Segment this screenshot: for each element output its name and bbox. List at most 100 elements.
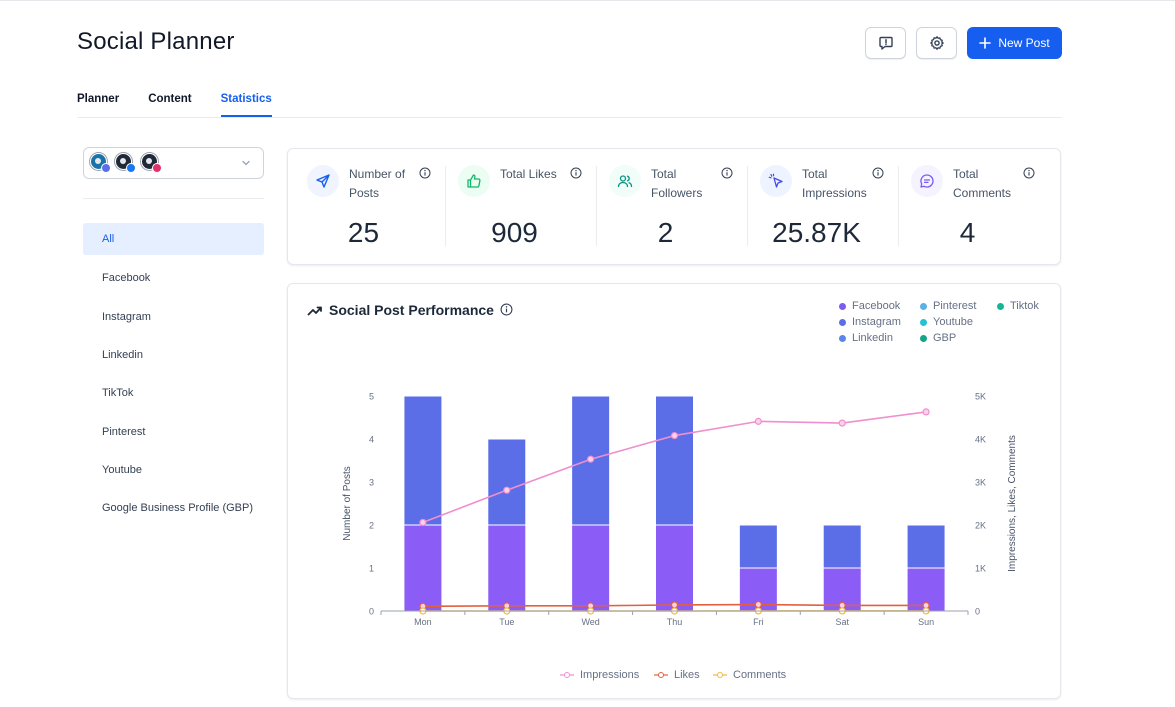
stat-impressions: Total Impressions 25.87K: [741, 149, 892, 266]
y-tick-label: 2: [369, 521, 374, 531]
point-impressions: [670, 431, 679, 440]
y-tick-label: 3: [369, 478, 374, 488]
new-post-button[interactable]: New Post: [967, 27, 1062, 59]
point-impressions: [754, 417, 762, 425]
tab-planner[interactable]: Planner: [77, 93, 120, 105]
legend-youtube[interactable]: Youtube: [920, 316, 973, 328]
cursor-click-icon: [760, 165, 792, 197]
stat-comments: Total Comments 4: [892, 149, 1043, 266]
stat-label: Total Likes: [500, 167, 557, 181]
settings-button[interactable]: [916, 27, 957, 59]
info-icon[interactable]: [1023, 167, 1035, 179]
message-icon: [911, 165, 943, 197]
legend-line-impressions: [560, 672, 574, 678]
info-icon[interactable]: [872, 167, 884, 179]
y2-tick-label: 1K: [975, 564, 986, 574]
bar-instagram: [487, 438, 527, 526]
sidebar-item-instagram[interactable]: Instagram: [102, 311, 151, 323]
legend-label: Comments: [733, 669, 787, 681]
stat-value: 909: [491, 217, 538, 248]
feedback-icon: [878, 36, 893, 50]
tab-bar: Planner Content Statistics: [77, 93, 301, 117]
chart-title: Social Post Performance: [329, 302, 494, 318]
account-selector[interactable]: [83, 147, 264, 179]
legend-linkedin[interactable]: Linkedin: [839, 332, 893, 344]
legend-line-likes: [654, 672, 668, 678]
sidebar-item-pinterest[interactable]: Pinterest: [102, 426, 146, 438]
gear-icon: [929, 36, 944, 50]
x-tick-label: Thu: [667, 617, 683, 627]
send-icon: [307, 165, 339, 197]
info-icon[interactable]: [500, 303, 513, 316]
sidebar-item-youtube[interactable]: Youtube: [102, 464, 142, 476]
y2-axis-label: Impressions, Likes, Comments: [1007, 435, 1018, 572]
x-tick-label: Sat: [835, 617, 849, 627]
stat-divider: [747, 166, 748, 246]
stat-likes: Total Likes 909: [439, 149, 590, 266]
bar-instagram: [906, 524, 946, 569]
legend-dot: [920, 334, 927, 342]
sidebar-item-all[interactable]: All: [83, 223, 264, 255]
users-icon: [609, 165, 641, 197]
stat-divider: [596, 166, 597, 246]
sidebar-item-tiktok[interactable]: TikTok: [102, 387, 134, 399]
tab-content[interactable]: Content: [148, 93, 192, 105]
sidebar-item-facebook[interactable]: Facebook: [102, 272, 151, 284]
legend-label: Facebook: [852, 300, 901, 312]
stat-value: 2: [657, 217, 674, 248]
legend-gbp[interactable]: GBP: [920, 332, 956, 344]
info-icon[interactable]: [721, 167, 733, 179]
stats-card: Number of Posts 25 Total Likes 909 Total…: [287, 148, 1061, 265]
legend-facebook[interactable]: Facebook: [839, 300, 900, 312]
x-tick-label: Sun: [918, 617, 934, 627]
y-axis-label: Number of Posts: [342, 466, 353, 540]
y-tick-label: 4: [369, 435, 374, 445]
legend-pinterest[interactable]: Pinterest: [920, 300, 976, 312]
tabs-divider: [77, 117, 1062, 118]
feedback-button[interactable]: [865, 27, 906, 59]
stat-divider: [445, 166, 446, 246]
thumbs-up-icon: [458, 165, 490, 197]
stat-label: Number of Posts: [349, 167, 406, 200]
y2-tick-label: 5K: [975, 392, 986, 402]
legend-label: Likes: [674, 669, 700, 681]
plus-icon: [979, 37, 992, 49]
y2-tick-label: 0: [975, 607, 980, 617]
sidebar-divider: [83, 198, 264, 199]
legend-tiktok[interactable]: Tiktok: [997, 300, 1039, 312]
legend-impressions[interactable]: Impressions: [560, 669, 639, 681]
stat-divider: [898, 166, 899, 246]
stat-followers: Total Followers 2: [590, 149, 741, 266]
sidebar-item-linkedin[interactable]: Linkedin: [102, 349, 143, 361]
point-impressions: [419, 518, 427, 527]
bar-instagram: [655, 395, 694, 526]
legend-dot: [839, 302, 846, 310]
stat-label: Total Impressions: [802, 167, 867, 200]
legend-comments[interactable]: Comments: [713, 669, 786, 681]
info-icon[interactable]: [570, 167, 582, 179]
instagram-icon: [152, 163, 162, 173]
point-likes: [754, 600, 762, 609]
bar-facebook: [403, 524, 443, 612]
page-title: Social Planner: [77, 28, 235, 55]
top-border: [0, 0, 1175, 1]
legend-dot: [920, 318, 927, 326]
tab-statistics[interactable]: Statistics: [220, 93, 272, 117]
legend-instagram[interactable]: Instagram: [839, 316, 901, 328]
stat-value: 25: [347, 217, 380, 248]
legend-label: Instagram: [852, 316, 901, 328]
chevron-down-icon: [242, 160, 250, 166]
bar-instagram: [822, 524, 862, 569]
stat-value: 4: [959, 217, 976, 248]
legend-likes[interactable]: Likes: [654, 669, 700, 681]
legend-label: Youtube: [933, 316, 973, 328]
legend-label: Linkedin: [852, 332, 893, 344]
point-impressions: [838, 419, 846, 427]
sidebar-item-gbp[interactable]: Google Business Profile (GBP): [102, 502, 254, 514]
stat-posts: Number of Posts 25: [288, 149, 439, 266]
info-icon[interactable]: [419, 167, 431, 179]
legend-dot: [920, 302, 927, 310]
point-likes: [670, 601, 679, 609]
legend-dot: [839, 334, 846, 342]
legend-label: Pinterest: [933, 300, 977, 312]
